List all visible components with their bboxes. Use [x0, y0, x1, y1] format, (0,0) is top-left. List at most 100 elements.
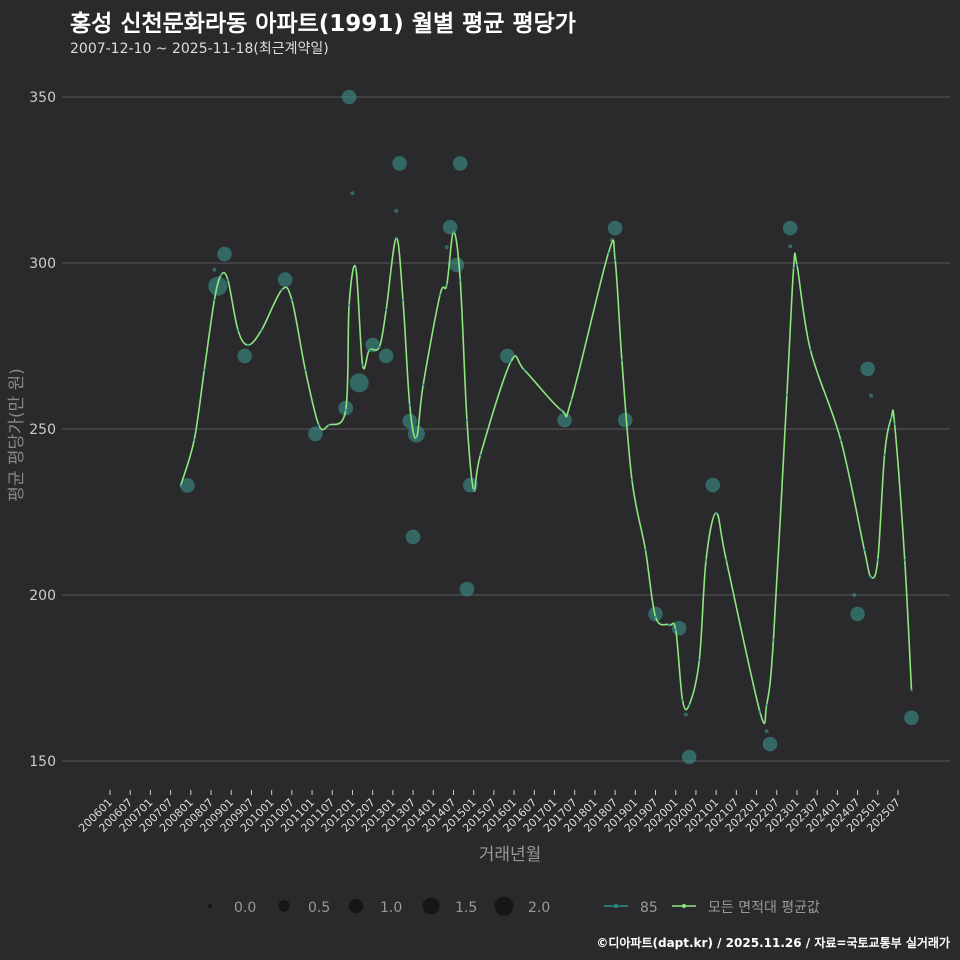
line-point [317, 423, 320, 427]
size-legend-label: 1.0 [380, 900, 402, 916]
line-point [876, 558, 879, 562]
y-tick-label: 350 [29, 90, 56, 106]
average-line [179, 231, 913, 725]
line-point [378, 345, 381, 349]
line-point [401, 298, 405, 302]
line-point [903, 558, 906, 562]
data-point [217, 246, 232, 262]
size-legend-key [348, 898, 364, 914]
data-point [607, 220, 623, 236]
data-point [349, 373, 369, 393]
line-point [698, 658, 701, 662]
line-point [179, 484, 182, 487]
data-point [788, 244, 793, 249]
size-legend-key [208, 904, 212, 908]
line-point [384, 308, 388, 312]
data-point [378, 348, 394, 364]
chart-title: 홍성 신천문화라동 아파트(1991) 월별 평균 평당가 [70, 11, 576, 37]
data-point [705, 477, 721, 493]
data-point [394, 208, 399, 213]
line-point [893, 422, 896, 426]
line-point [509, 360, 512, 364]
data-point [308, 426, 323, 442]
data-point [341, 89, 357, 105]
line-point [415, 436, 418, 440]
line-point [213, 298, 216, 302]
line-point [260, 328, 263, 332]
y-tick-label: 300 [29, 256, 56, 272]
data-point [762, 736, 778, 752]
size-legend-key [494, 896, 514, 916]
data-point [452, 156, 468, 171]
size-legend-key [278, 900, 290, 912]
line-point [570, 398, 573, 402]
data-point [782, 220, 798, 236]
line-point [620, 358, 624, 362]
data-point [402, 413, 418, 429]
line-point [613, 258, 617, 262]
line-point [725, 558, 728, 562]
data-point [392, 156, 407, 171]
data-point [850, 606, 865, 622]
size-legend-label: 0.5 [308, 900, 330, 916]
line-point [203, 368, 206, 372]
line-point [327, 423, 331, 427]
line-point [465, 418, 469, 422]
line-point [560, 408, 563, 412]
line-point [795, 263, 799, 267]
line-point [704, 558, 708, 562]
y-tick-label: 250 [29, 422, 56, 438]
line-point [344, 408, 347, 412]
data-point [459, 581, 475, 597]
line-point [395, 236, 398, 240]
data-point [869, 393, 874, 398]
line-point [472, 488, 475, 492]
data-point [277, 272, 293, 287]
y-tick-label: 200 [29, 588, 56, 604]
line-point [421, 383, 425, 387]
line-point [772, 638, 775, 642]
line-point [192, 438, 196, 442]
line-point [408, 403, 411, 407]
line-point [219, 273, 223, 277]
line-point [361, 363, 364, 367]
size-legend-label: 2.0 [528, 900, 550, 916]
data-point [237, 348, 253, 364]
data-point [500, 348, 515, 364]
series-legend-dot [682, 904, 686, 908]
line-point [438, 293, 442, 297]
line-point [654, 615, 657, 619]
line-point [765, 703, 768, 707]
x-axis-label: 거래년월 [479, 845, 542, 865]
line-point [347, 303, 351, 307]
data-point [904, 710, 919, 726]
data-point [764, 729, 769, 734]
line-point [785, 393, 789, 397]
line-point [226, 278, 230, 282]
size-legend-label: 0.0 [234, 900, 256, 916]
line-point [890, 416, 893, 420]
data-point [683, 712, 688, 717]
data-point [852, 593, 857, 597]
data-point [444, 245, 449, 250]
data-point [407, 425, 425, 443]
line-point [674, 628, 677, 632]
line-point [630, 478, 634, 482]
line-point [290, 298, 294, 302]
data-point [180, 478, 195, 493]
data-point [681, 749, 697, 765]
line-point [445, 283, 448, 287]
size-legend-label: 1.5 [455, 900, 477, 916]
line-point [459, 278, 462, 282]
series-legend-dot [614, 904, 618, 908]
line-point [280, 288, 283, 292]
data-point [365, 337, 380, 353]
line-point [883, 453, 886, 457]
data-point [860, 361, 875, 377]
size-legend-key [422, 897, 440, 915]
series-legend-label: 모든 면적대 평균값 [708, 900, 820, 916]
data-point [350, 191, 355, 196]
line-point [910, 688, 913, 692]
line-point [452, 230, 455, 234]
